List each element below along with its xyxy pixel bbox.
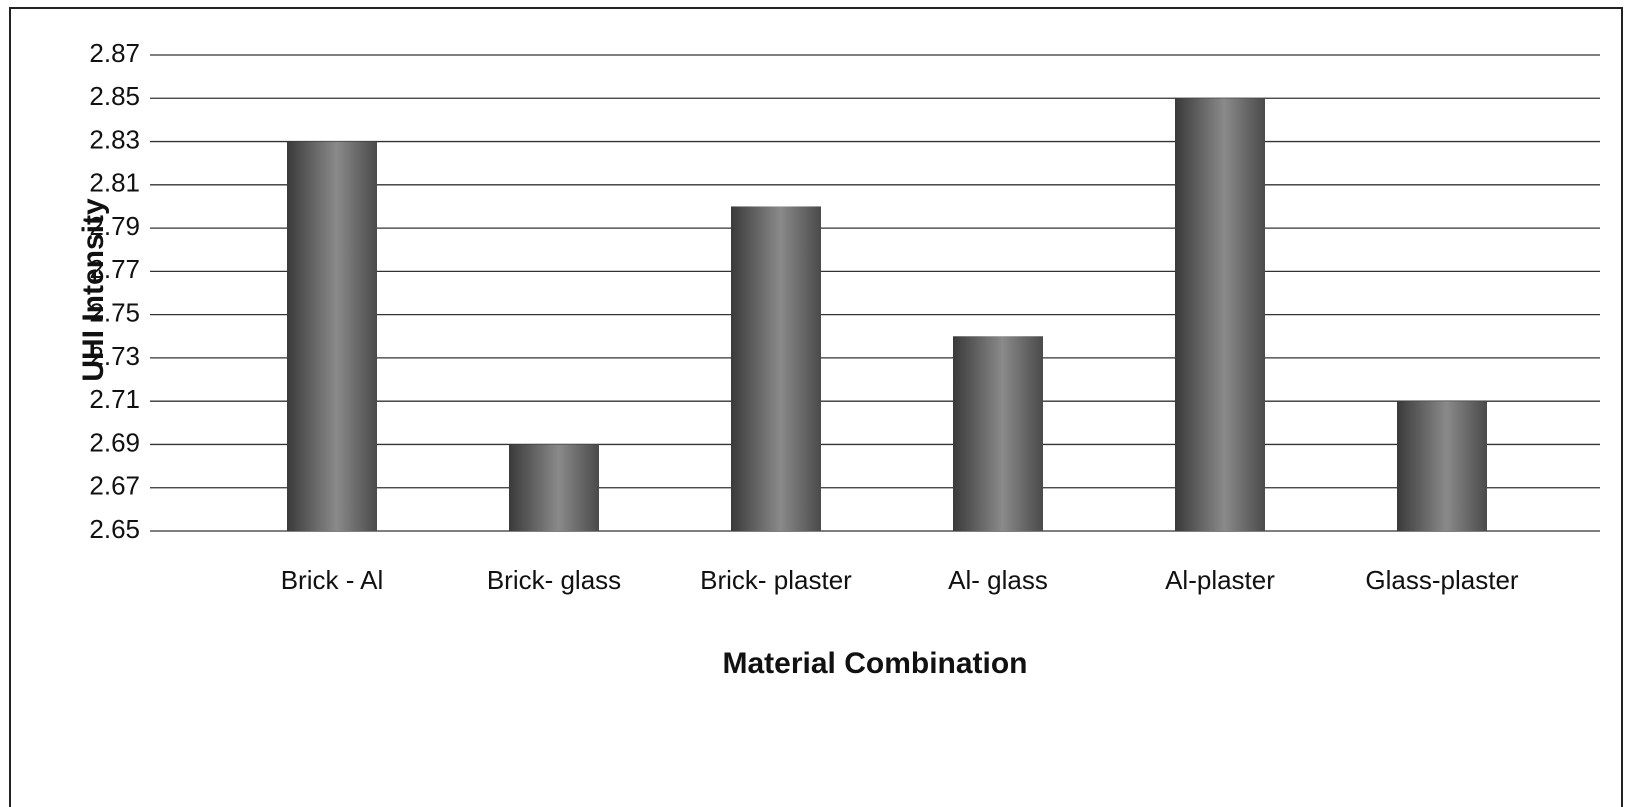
y-tick-label: 2.65 xyxy=(89,514,140,544)
x-axis-title: Material Combination xyxy=(722,647,1027,680)
bar xyxy=(953,336,1043,531)
y-tick-label: 2.73 xyxy=(89,341,140,371)
y-tick-label: 2.69 xyxy=(89,427,140,457)
x-tick-label: Glass-plaster xyxy=(1365,565,1518,595)
x-tick-label: Al-plaster xyxy=(1165,565,1275,595)
x-tick-label: Al- glass xyxy=(948,565,1048,595)
y-axis-title: UHI Intensity xyxy=(77,198,110,382)
bar xyxy=(287,141,377,531)
bar xyxy=(509,444,599,531)
y-tick-label: 2.83 xyxy=(89,124,140,154)
y-tick-label: 2.81 xyxy=(89,168,140,198)
y-tick-label: 2.71 xyxy=(89,384,140,414)
chart-border xyxy=(9,7,1623,807)
bar xyxy=(731,206,821,532)
y-tick-label: 2.75 xyxy=(89,298,140,328)
y-tick-label: 2.77 xyxy=(89,254,140,284)
y-tick-label: 2.87 xyxy=(89,38,140,68)
x-tick-label: Brick- plaster xyxy=(700,565,852,595)
bar xyxy=(1397,401,1487,531)
bar xyxy=(1175,98,1265,531)
y-tick-label: 2.85 xyxy=(89,81,140,111)
x-tick-label: Brick - Al xyxy=(281,565,384,595)
y-tick-label: 2.67 xyxy=(89,471,140,501)
x-tick-label: Brick- glass xyxy=(487,565,621,595)
y-tick-label: 2.79 xyxy=(89,211,140,241)
